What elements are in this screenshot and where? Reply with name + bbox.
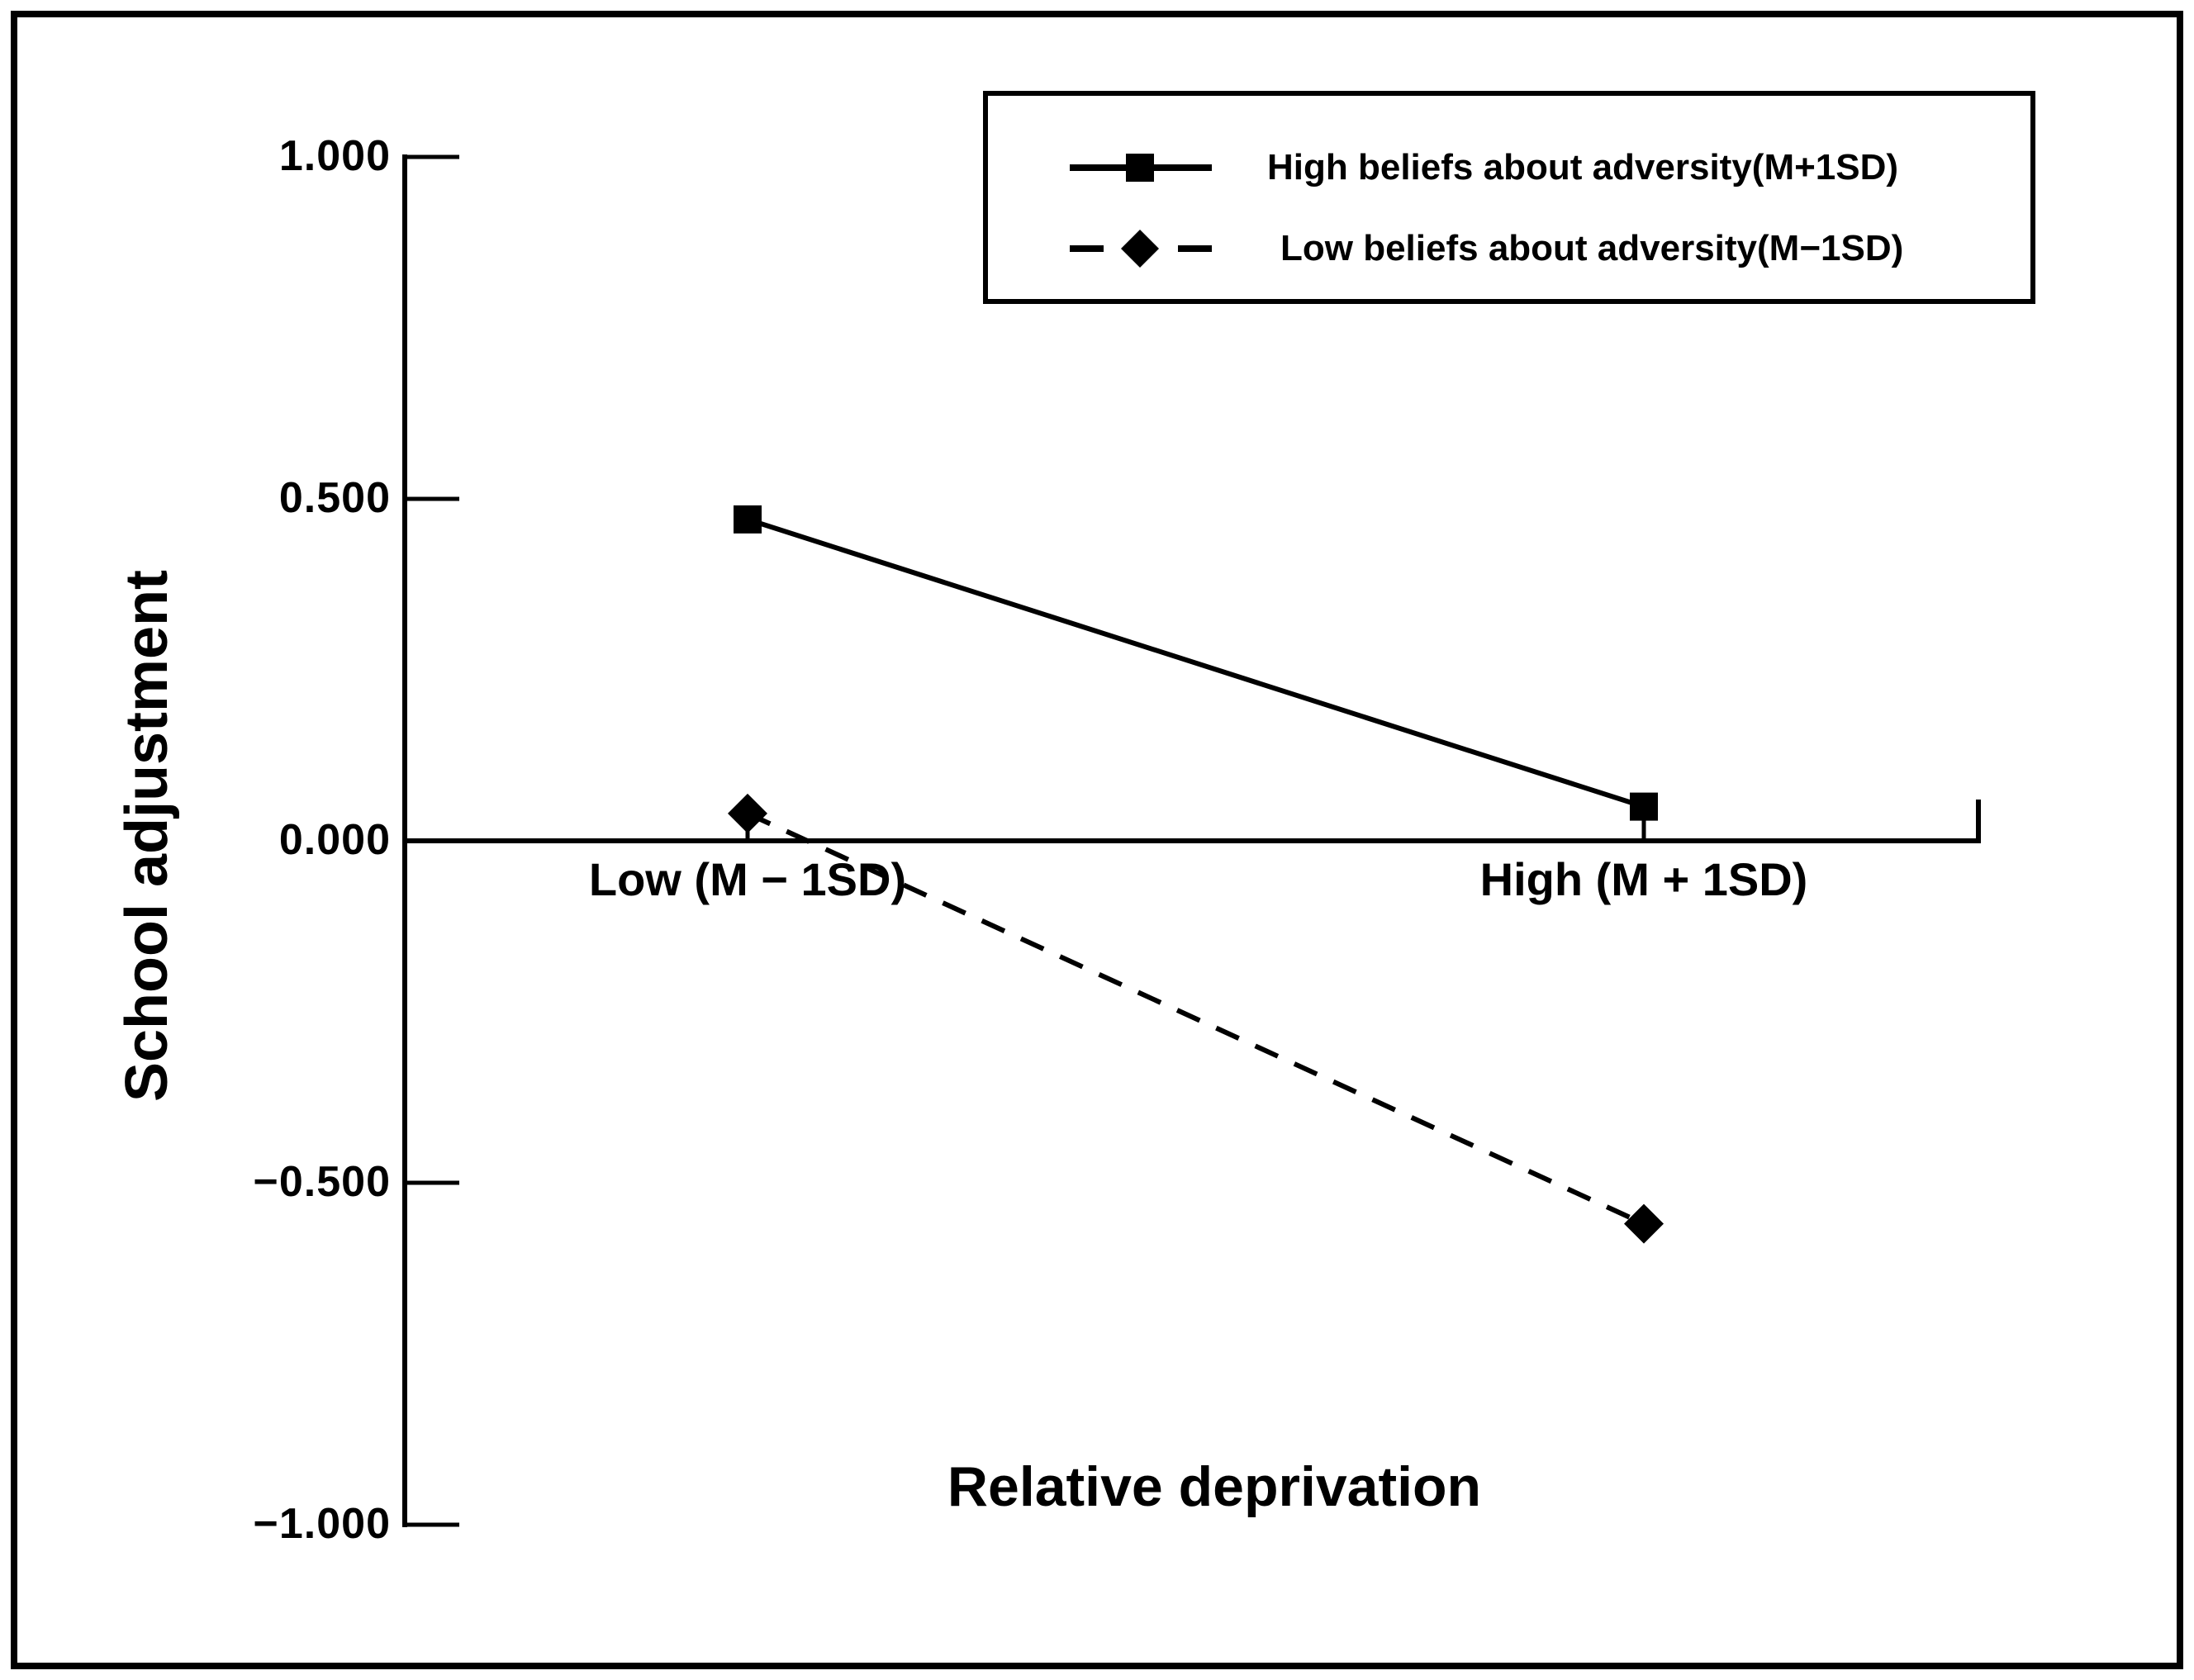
series-0-square-marker bbox=[1630, 792, 1658, 821]
y-tick-label: 1.000 bbox=[278, 131, 391, 180]
series-line-1 bbox=[746, 811, 1646, 1227]
figure-border bbox=[11, 11, 2183, 1669]
y-tick-label: 0.000 bbox=[278, 815, 391, 864]
series-1-diamond-marker bbox=[1624, 1203, 1664, 1244]
y-tick-label: −0.500 bbox=[253, 1157, 391, 1206]
legend-item-low-beliefs: Low beliefs about adversity(M−1SD) bbox=[1067, 220, 2030, 278]
y-tick-label: 0.500 bbox=[278, 473, 391, 522]
legend-item-high-beliefs: High beliefs about adversity(M+1SD) bbox=[1067, 139, 2030, 197]
x-tick-label: High (M + 1SD) bbox=[1479, 853, 1808, 905]
x-tick-label: Low (M − 1SD) bbox=[588, 853, 907, 905]
series-1-diamond-marker bbox=[728, 793, 767, 833]
y-axis-title: School adjustment bbox=[114, 569, 180, 1103]
legend-label-high-beliefs: High beliefs about adversity(M+1SD) bbox=[1267, 147, 1899, 187]
legend-label-low-beliefs: Low beliefs about adversity(M−1SD) bbox=[1280, 228, 1904, 268]
dashed-line-diamond-marker-icon bbox=[1070, 230, 1212, 268]
solid-line-square-marker-icon bbox=[1070, 154, 1212, 182]
legend: High beliefs about adversity(M+1SD) Low … bbox=[983, 91, 2035, 304]
y-tick-label: −1.000 bbox=[253, 1499, 391, 1548]
x-axis-title: Relative deprivation bbox=[947, 1455, 1482, 1518]
series-line-0 bbox=[747, 516, 1645, 809]
series-0-square-marker bbox=[734, 505, 762, 534]
